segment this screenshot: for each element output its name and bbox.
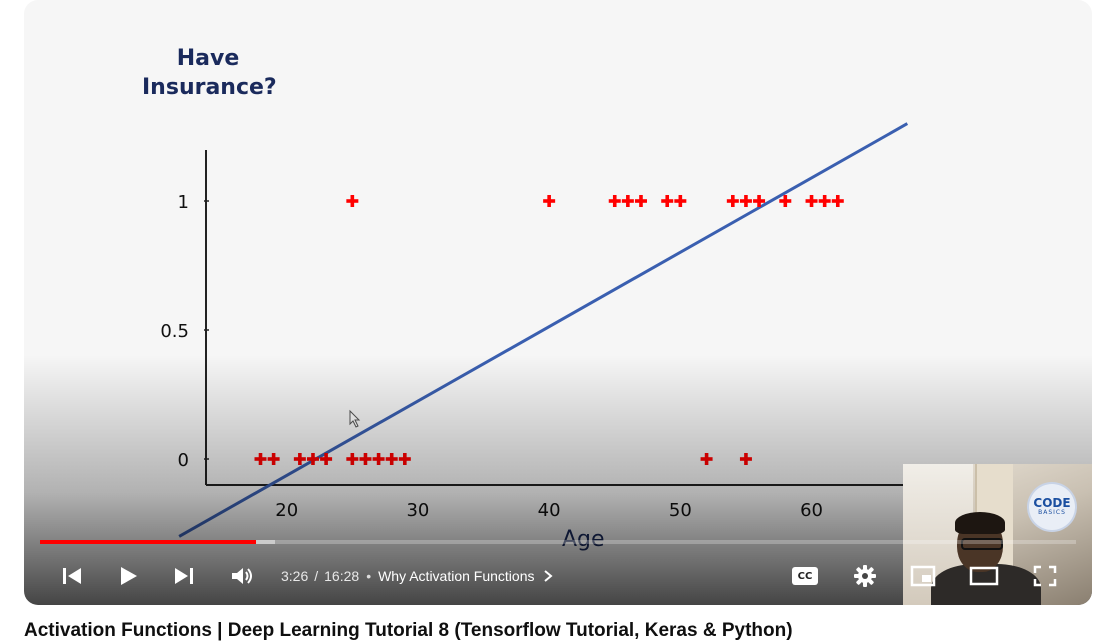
data-point xyxy=(779,195,792,207)
miniplayer-button[interactable] xyxy=(906,556,940,596)
y-axis-title: Have Insurance? xyxy=(142,46,277,100)
theater-mode-icon xyxy=(969,566,999,586)
captions-icon: CC xyxy=(792,567,818,585)
fullscreen-icon xyxy=(1033,565,1057,587)
settings-button[interactable] xyxy=(848,556,882,596)
data-point xyxy=(818,195,831,207)
logo-text: CODE xyxy=(1033,496,1071,510)
video-player[interactable]: 0 0.5 1 20 30 40 50 60 Have Insurance? Age CODE… xyxy=(24,0,1092,605)
logo-subtext: BASICS xyxy=(1038,509,1066,516)
fit-line xyxy=(178,122,909,538)
y-tick-label: 1 xyxy=(178,192,189,213)
skip-next-icon xyxy=(175,568,193,584)
data-point xyxy=(753,195,766,207)
data-point xyxy=(359,453,372,465)
data-point xyxy=(346,195,359,207)
previous-button[interactable] xyxy=(56,556,88,596)
data-point xyxy=(661,195,674,207)
duration: 16:28 xyxy=(324,568,360,584)
chevron-right-icon xyxy=(543,570,553,582)
video-title[interactable]: Activation Functions | Deep Learning Tut… xyxy=(24,620,793,641)
data-point xyxy=(372,453,385,465)
skip-previous-icon xyxy=(63,568,81,584)
data-point xyxy=(608,195,621,207)
volume-icon xyxy=(232,568,252,584)
mute-button[interactable] xyxy=(226,556,260,596)
data-point xyxy=(293,453,306,465)
data-point xyxy=(543,195,556,207)
time-separator: / xyxy=(314,568,319,584)
y-tick-label: 0 xyxy=(178,450,189,471)
x-tick-label: 20 xyxy=(275,500,298,521)
data-point xyxy=(674,195,687,207)
data-point xyxy=(739,453,752,465)
data-point xyxy=(385,453,398,465)
data-point xyxy=(831,195,844,207)
captions-button[interactable]: CC xyxy=(788,556,822,596)
x-tick-label: 30 xyxy=(406,500,429,521)
data-point xyxy=(739,195,752,207)
play-icon xyxy=(121,567,137,585)
data-point xyxy=(805,195,818,207)
miniplayer-icon xyxy=(910,565,936,587)
video-cursor-icon xyxy=(349,409,361,428)
theater-mode-button[interactable] xyxy=(966,556,1002,596)
data-point xyxy=(254,453,267,465)
data-point xyxy=(398,453,411,465)
x-tick-label: 60 xyxy=(800,500,823,521)
data-point xyxy=(621,195,634,207)
data-point xyxy=(700,453,713,465)
time-display: 3:26 / 16:28 • Why Activation Functions xyxy=(281,556,555,596)
data-point xyxy=(346,453,359,465)
gear-icon xyxy=(854,565,876,587)
captions-label: CC xyxy=(797,570,813,582)
data-point xyxy=(726,195,739,207)
fullscreen-button[interactable] xyxy=(1028,556,1062,596)
current-time: 3:26 xyxy=(281,568,309,584)
data-point xyxy=(267,453,280,465)
player-controls: 3:26 / 16:28 • Why Activation Functions … xyxy=(24,556,1092,596)
channel-logo: CODE BASICS xyxy=(1029,484,1075,530)
next-button[interactable] xyxy=(168,556,200,596)
play-button[interactable] xyxy=(112,556,144,596)
progress-bar[interactable] xyxy=(40,540,1076,544)
chapter-label: Why Activation Functions xyxy=(378,568,535,584)
y-tick-label: 0.5 xyxy=(160,321,189,342)
x-tick-label: 50 xyxy=(669,500,692,521)
progress-played xyxy=(40,540,257,544)
data-point xyxy=(634,195,647,207)
chapter-button[interactable]: • Why Activation Functions xyxy=(359,568,554,584)
x-tick-label: 40 xyxy=(538,500,561,521)
